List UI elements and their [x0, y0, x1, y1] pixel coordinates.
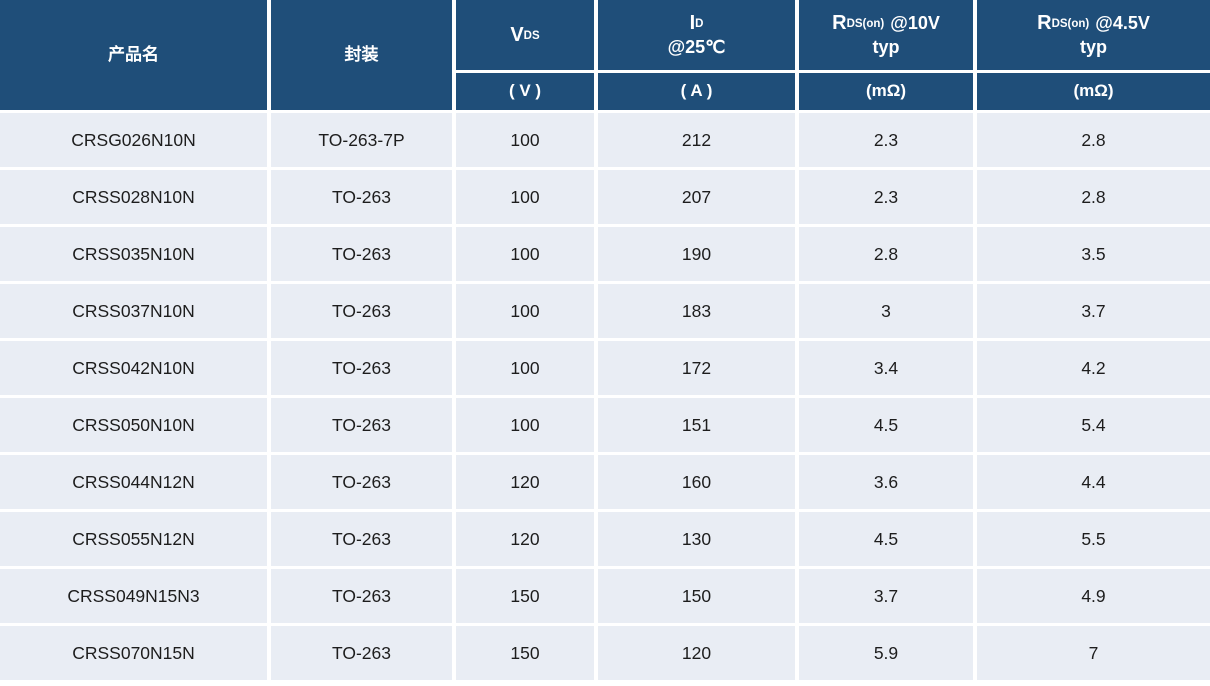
cell-rds-10v: 2.3: [799, 113, 973, 167]
cell-product-name: CRSS070N15N: [0, 626, 267, 680]
cell-rds-10v: 5.9: [799, 626, 973, 680]
rds10-qualifier: typ: [872, 37, 900, 58]
cell-vds: 120: [456, 512, 594, 566]
cell-product-name: CRSS055N12N: [0, 512, 267, 566]
cell-rds-4v5: 5.5: [977, 512, 1210, 566]
header-rds-10v-unit: (mΩ): [799, 73, 973, 110]
header-rds-4v5-unit: (mΩ): [977, 73, 1210, 110]
cell-product-name: CRSG026N10N: [0, 113, 267, 167]
cell-id: 183: [598, 284, 795, 338]
cell-rds-4v5: 4.4: [977, 455, 1210, 509]
cell-rds-10v: 3.6: [799, 455, 973, 509]
header-product-label: 产品名: [108, 44, 159, 64]
header-id-unit: ( A ): [598, 73, 795, 110]
header-vds: VDS: [456, 0, 594, 70]
cell-rds-4v5: 7: [977, 626, 1210, 680]
cell-id: 160: [598, 455, 795, 509]
cell-package: TO-263: [271, 626, 452, 680]
rds10-symbol: RDS(on) @10V: [832, 12, 940, 35]
header-package: 封装: [271, 0, 452, 110]
cell-vds: 100: [456, 113, 594, 167]
vds-symbol: VDS: [510, 24, 540, 46]
cell-vds: 120: [456, 455, 594, 509]
id-symbol: ID: [689, 12, 704, 35]
cell-package: TO-263: [271, 455, 452, 509]
cell-id: 190: [598, 227, 795, 281]
cell-vds: 100: [456, 284, 594, 338]
cell-rds-4v5: 3.7: [977, 284, 1210, 338]
cell-product-name: CRSS042N10N: [0, 341, 267, 395]
cell-rds-10v: 3.7: [799, 569, 973, 623]
cell-rds-4v5: 3.5: [977, 227, 1210, 281]
header-rds-10v: RDS(on) @10V typ: [799, 0, 973, 70]
cell-product-name: CRSS037N10N: [0, 284, 267, 338]
header-id: ID @25℃: [598, 0, 795, 70]
header-package-label: 封装: [344, 44, 379, 64]
header-rds-4v5: RDS(on) @4.5V typ: [977, 0, 1210, 70]
rds45-symbol: RDS(on) @4.5V: [1037, 12, 1150, 35]
cell-vds: 100: [456, 170, 594, 224]
cell-vds: 100: [456, 398, 594, 452]
cell-id: 212: [598, 113, 795, 167]
cell-id: 151: [598, 398, 795, 452]
cell-id: 120: [598, 626, 795, 680]
rds45-qualifier: typ: [1080, 37, 1107, 58]
cell-rds-4v5: 5.4: [977, 398, 1210, 452]
cell-rds-10v: 3.4: [799, 341, 973, 395]
cell-package: TO-263: [271, 398, 452, 452]
cell-package: TO-263: [271, 284, 452, 338]
cell-package: TO-263-7P: [271, 113, 452, 167]
cell-product-name: CRSS028N10N: [0, 170, 267, 224]
cell-vds: 150: [456, 569, 594, 623]
cell-rds-10v: 3: [799, 284, 973, 338]
cell-product-name: CRSS049N15N3: [0, 569, 267, 623]
cell-rds-10v: 4.5: [799, 512, 973, 566]
cell-package: TO-263: [271, 569, 452, 623]
cell-id: 130: [598, 512, 795, 566]
cell-rds-10v: 4.5: [799, 398, 973, 452]
cell-package: TO-263: [271, 170, 452, 224]
cell-vds: 100: [456, 227, 594, 281]
cell-vds: 150: [456, 626, 594, 680]
cell-package: TO-263: [271, 512, 452, 566]
cell-product-name: CRSS050N10N: [0, 398, 267, 452]
cell-rds-10v: 2.8: [799, 227, 973, 281]
cell-rds-4v5: 4.2: [977, 341, 1210, 395]
cell-product-name: CRSS044N12N: [0, 455, 267, 509]
cell-product-name: CRSS035N10N: [0, 227, 267, 281]
header-product-name: 产品名: [0, 0, 267, 110]
cell-vds: 100: [456, 341, 594, 395]
cell-rds-4v5: 4.9: [977, 569, 1210, 623]
cell-package: TO-263: [271, 227, 452, 281]
cell-id: 207: [598, 170, 795, 224]
cell-package: TO-263: [271, 341, 452, 395]
cell-rds-4v5: 2.8: [977, 170, 1210, 224]
id-condition: @25℃: [667, 37, 726, 58]
header-vds-unit: ( V ): [456, 73, 594, 110]
cell-rds-4v5: 2.8: [977, 113, 1210, 167]
cell-rds-10v: 2.3: [799, 170, 973, 224]
cell-id: 172: [598, 341, 795, 395]
cell-id: 150: [598, 569, 795, 623]
